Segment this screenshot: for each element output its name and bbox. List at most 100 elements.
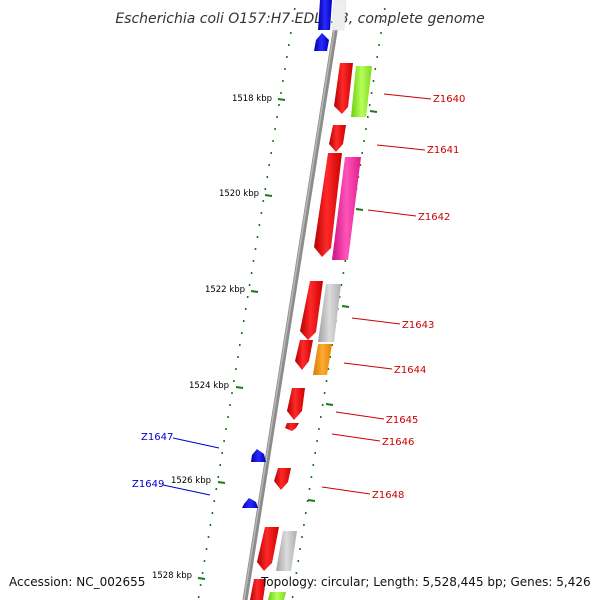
minor-tick-left bbox=[260, 212, 263, 214]
minor-tick-right bbox=[293, 584, 296, 586]
cds-z1646[interactable] bbox=[285, 423, 299, 431]
minor-tick-left bbox=[229, 404, 231, 406]
cds-z1645[interactable] bbox=[287, 388, 305, 420]
minor-tick-right bbox=[367, 116, 369, 118]
minor-tick-left bbox=[248, 284, 251, 286]
minor-tick-left bbox=[244, 308, 247, 310]
minor-tick-left bbox=[246, 296, 249, 298]
cds-z1641[interactable] bbox=[329, 125, 346, 152]
cds-z1642[interactable] bbox=[314, 153, 342, 257]
leader-z1640 bbox=[383, 93, 432, 100]
minor-tick-right bbox=[321, 404, 324, 406]
minor-tick-left bbox=[256, 236, 259, 238]
leader-z1644 bbox=[343, 362, 393, 370]
minor-tick-right bbox=[372, 80, 375, 82]
cds-z1643[interactable] bbox=[300, 281, 323, 340]
minor-tick-left bbox=[207, 536, 210, 538]
minor-tick-right bbox=[291, 596, 294, 598]
major-tick-left bbox=[197, 577, 206, 580]
minor-tick-left bbox=[278, 104, 280, 106]
minor-tick-left bbox=[252, 260, 255, 262]
major-tick-right bbox=[369, 110, 378, 113]
minor-tick-left bbox=[258, 224, 261, 226]
gene-label-z1649[interactable]: Z1649 bbox=[132, 479, 164, 490]
minor-tick-right bbox=[306, 500, 309, 502]
kbp-label-1528: 1528 kbp bbox=[152, 571, 192, 581]
major-tick-right bbox=[325, 403, 334, 406]
function-z1644 bbox=[313, 344, 332, 375]
minor-tick-right bbox=[383, 8, 386, 10]
gene-label-z1646[interactable]: Z1646 bbox=[382, 437, 414, 448]
cds-z1644[interactable] bbox=[295, 340, 313, 370]
major-tick-left bbox=[277, 98, 286, 101]
cds-z1649[interactable] bbox=[242, 498, 258, 508]
major-tick-left bbox=[217, 481, 226, 484]
gene-label-z1640[interactable]: Z1640 bbox=[433, 94, 465, 105]
minor-tick-left bbox=[235, 368, 237, 370]
cds-bottom-1[interactable] bbox=[257, 527, 279, 571]
gene-label-z1645[interactable]: Z1645 bbox=[386, 415, 418, 426]
leader-z1645 bbox=[335, 411, 385, 420]
minor-tick-left bbox=[221, 452, 223, 454]
minor-tick-right bbox=[365, 128, 367, 130]
minor-tick-left bbox=[286, 56, 288, 58]
gene-label-z1647[interactable]: Z1647 bbox=[141, 432, 173, 443]
minor-tick-left bbox=[270, 152, 272, 154]
minor-tick-right bbox=[376, 56, 378, 58]
major-tick-right bbox=[341, 305, 350, 308]
minor-tick-right bbox=[331, 344, 333, 346]
minor-tick-right bbox=[316, 440, 318, 442]
cds-z1647[interactable] bbox=[251, 449, 266, 462]
kbp-label-1522: 1522 kbp bbox=[205, 285, 245, 295]
minor-tick-left bbox=[211, 512, 214, 514]
cds-reverse-top[interactable] bbox=[318, 0, 332, 30]
gene-label-z1648[interactable]: Z1648 bbox=[372, 490, 404, 501]
minor-tick-left bbox=[288, 44, 290, 46]
minor-tick-left bbox=[203, 560, 206, 562]
genome-backbone-highlight bbox=[243, 0, 340, 600]
major-tick-right bbox=[307, 499, 316, 502]
minor-tick-left bbox=[201, 572, 204, 574]
minor-tick-left bbox=[290, 32, 292, 34]
minor-tick-right bbox=[310, 476, 313, 478]
minor-tick-left bbox=[272, 140, 274, 142]
minor-tick-right bbox=[359, 164, 362, 166]
minor-tick-left bbox=[254, 248, 257, 250]
gene-label-z1644[interactable]: Z1644 bbox=[394, 365, 426, 376]
minor-tick-left bbox=[205, 548, 208, 550]
function-z1642 bbox=[332, 157, 361, 260]
minor-tick-left bbox=[233, 380, 235, 382]
leader-z1649 bbox=[162, 484, 211, 496]
minor-tick-left bbox=[227, 416, 229, 418]
major-ticks bbox=[197, 98, 378, 580]
minor-tick-left bbox=[266, 176, 269, 178]
leader-z1642 bbox=[367, 209, 417, 217]
minor-tick-left bbox=[262, 200, 265, 202]
minor-tick-left bbox=[223, 440, 225, 442]
cds-reverse-top-2[interactable] bbox=[314, 33, 329, 51]
minor-tick-left bbox=[215, 488, 218, 490]
minor-tick-left bbox=[219, 464, 221, 466]
minor-tick-left bbox=[291, 20, 294, 22]
gene-label-z1642[interactable]: Z1642 bbox=[418, 212, 450, 223]
cds-bottom-2[interactable] bbox=[250, 579, 266, 600]
cds-z1640[interactable] bbox=[334, 63, 353, 114]
minor-tick-right bbox=[342, 272, 345, 274]
gene-label-z1641[interactable]: Z1641 bbox=[427, 145, 459, 156]
leader-z1647 bbox=[172, 437, 220, 449]
minor-tick-right bbox=[374, 68, 377, 70]
cds-z1648[interactable] bbox=[274, 468, 291, 490]
minor-tick-right bbox=[370, 92, 373, 94]
kbp-label-1526: 1526 kbp bbox=[171, 476, 211, 486]
major-tick-right bbox=[355, 208, 364, 211]
minor-tick-left bbox=[231, 392, 233, 394]
major-tick-left bbox=[250, 290, 259, 293]
minor-tick-left bbox=[225, 428, 227, 430]
gene-label-z1643[interactable]: Z1643 bbox=[402, 320, 434, 331]
minor-tick-right bbox=[314, 452, 316, 454]
minor-tick-right bbox=[368, 104, 371, 106]
minor-tick-left bbox=[209, 524, 212, 526]
minor-tick-left bbox=[239, 344, 241, 346]
minor-tick-right bbox=[308, 488, 311, 490]
